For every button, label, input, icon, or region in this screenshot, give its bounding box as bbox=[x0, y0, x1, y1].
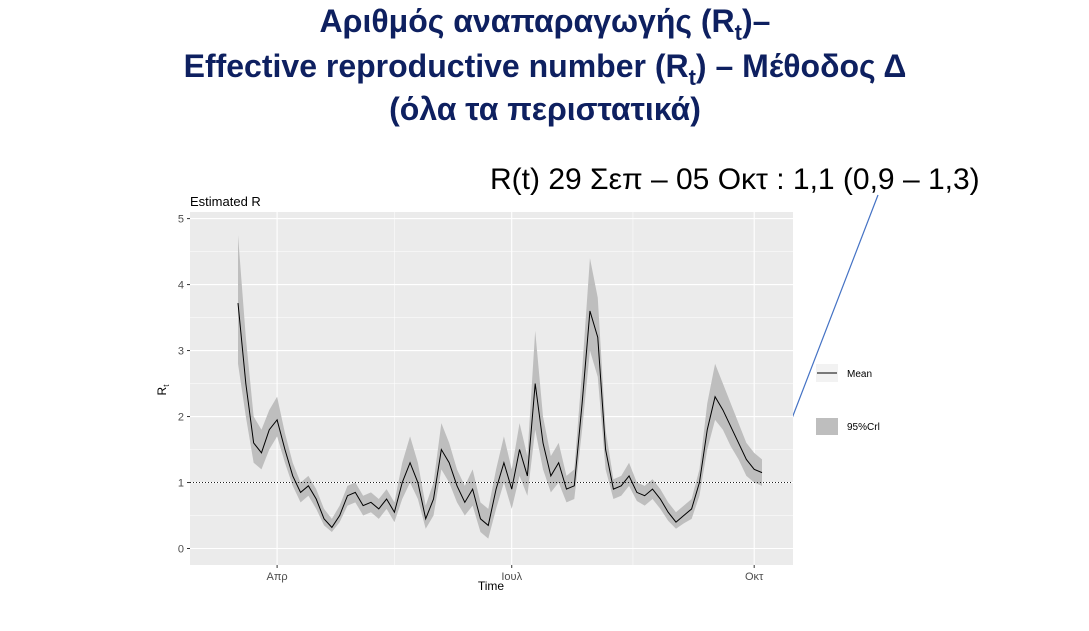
y-tick-label: 2 bbox=[178, 412, 184, 424]
y-tick-label: 0 bbox=[178, 544, 184, 556]
legend-label: 95%Crl bbox=[847, 422, 880, 433]
y-tick-label: 5 bbox=[178, 214, 184, 226]
y-axis-label-subscript: t bbox=[162, 384, 171, 387]
x-axis-label: Time bbox=[478, 579, 505, 593]
slide-title-line: (όλα τα περιστατικά) bbox=[389, 91, 701, 127]
title-text: (όλα τα περιστατικά) bbox=[389, 91, 701, 127]
title-text: )– bbox=[742, 3, 770, 39]
mean-line bbox=[237, 303, 763, 529]
chart-title: Estimated R bbox=[190, 194, 261, 209]
title-text: Effective reproductive number (R bbox=[184, 48, 689, 84]
y-tick-label: 3 bbox=[178, 346, 184, 358]
slide-title-line: Αριθμός αναπαραγωγής (Rt)– bbox=[320, 3, 771, 45]
chart: Estimated R 0 1 2 3 4 5 Απρ Ιουλ Οκτ Rt Time Mean 95%… bbox=[155, 194, 880, 593]
x-tick-label: Απρ bbox=[267, 571, 288, 583]
x-tick-label: Οκτ bbox=[745, 571, 764, 583]
title-text: Αριθμός αναπαραγωγής (R bbox=[320, 3, 735, 39]
annotation: R(t) 29 Σεπ – 05 Οκτ : 1,1 (0,9 – 1,3) bbox=[490, 163, 980, 196]
x-tick-label: Ιουλ bbox=[501, 571, 522, 583]
title-subscript: t bbox=[735, 20, 743, 45]
legend-label: Mean bbox=[847, 369, 872, 380]
y-axis-label: Rt bbox=[155, 384, 171, 396]
credible-band bbox=[238, 235, 762, 539]
y-axis-label-text: R bbox=[155, 386, 169, 395]
title-text: ) – Μέθοδος Δ bbox=[696, 48, 906, 84]
title-subscript: t bbox=[689, 65, 697, 90]
slide-title-line: Effective reproductive number (Rt) – Μέθ… bbox=[184, 48, 907, 90]
y-tick-label: 1 bbox=[178, 478, 184, 490]
legend-key bbox=[816, 418, 838, 435]
y-tick-label: 4 bbox=[178, 280, 184, 292]
